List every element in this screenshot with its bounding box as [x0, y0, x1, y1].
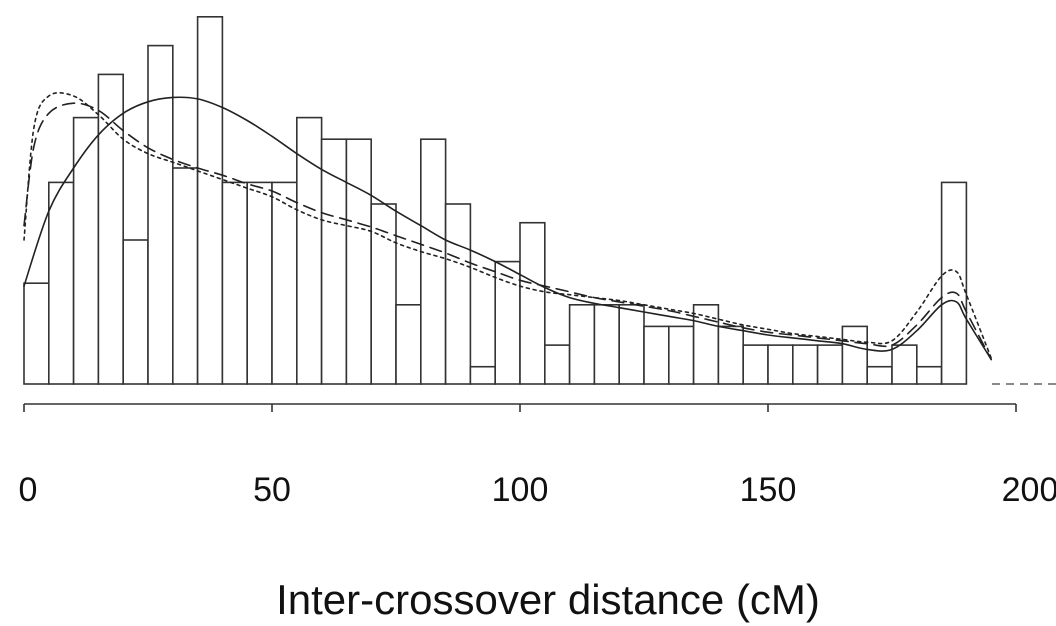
histogram-bar: [791, 344, 819, 385]
x-axis-ticks: 0 50 100 150 200: [19, 404, 1056, 509]
histogram-bar: [23, 282, 50, 385]
histogram-bar: [593, 303, 621, 385]
x-tick-label: 0: [19, 471, 38, 509]
x-axis-title: Inter-crossover distance (cM): [276, 576, 820, 623]
histogram-bar: [97, 73, 125, 385]
histogram-bar: [915, 365, 943, 385]
x-axis: [24, 383, 1056, 405]
histogram-bar: [841, 325, 869, 385]
histogram-bar: [47, 181, 75, 385]
x-tick-label: 50: [253, 471, 291, 509]
histogram-bar: [370, 203, 397, 385]
histogram-bar: [543, 344, 571, 385]
histogram-bar: [246, 181, 273, 385]
histogram-bar: [395, 303, 422, 385]
histogram-bar: [221, 181, 248, 385]
histogram-bar: [444, 203, 472, 385]
histogram-bar: [147, 44, 174, 385]
histogram-bar: [72, 116, 100, 385]
histogram-bar: [717, 325, 745, 385]
histogram-bar: [618, 303, 645, 385]
histogram-bar: [643, 325, 670, 385]
histogram-bar: [519, 221, 546, 385]
histogram-bar: [172, 167, 199, 385]
histogram-bar: [494, 260, 521, 385]
histogram-bar: [196, 15, 224, 385]
x-tick-label: 200: [1002, 471, 1056, 509]
density-curve-dotted: [23, 92, 992, 359]
histogram-bar: [767, 344, 794, 385]
histogram-bar: [122, 239, 149, 385]
histogram-bar: [891, 344, 918, 385]
histogram-bar: [866, 365, 893, 385]
x-tick-label: 150: [740, 471, 797, 509]
histogram-bars: [23, 15, 968, 385]
histogram-bar: [667, 325, 695, 385]
histogram-bar: [271, 181, 298, 385]
histogram-bar: [568, 303, 596, 385]
density-curve-dashed: [23, 102, 992, 361]
histogram-bar: [345, 138, 372, 385]
histogram-bar: [469, 365, 496, 385]
x-tick-label: 100: [492, 471, 549, 509]
histogram-bar: [295, 116, 323, 385]
density-curve-solid: [23, 96, 992, 361]
histogram-bar: [816, 344, 844, 385]
histogram-bar: [742, 344, 769, 385]
density-curves: [23, 92, 992, 361]
histogram-bar: [419, 138, 447, 385]
